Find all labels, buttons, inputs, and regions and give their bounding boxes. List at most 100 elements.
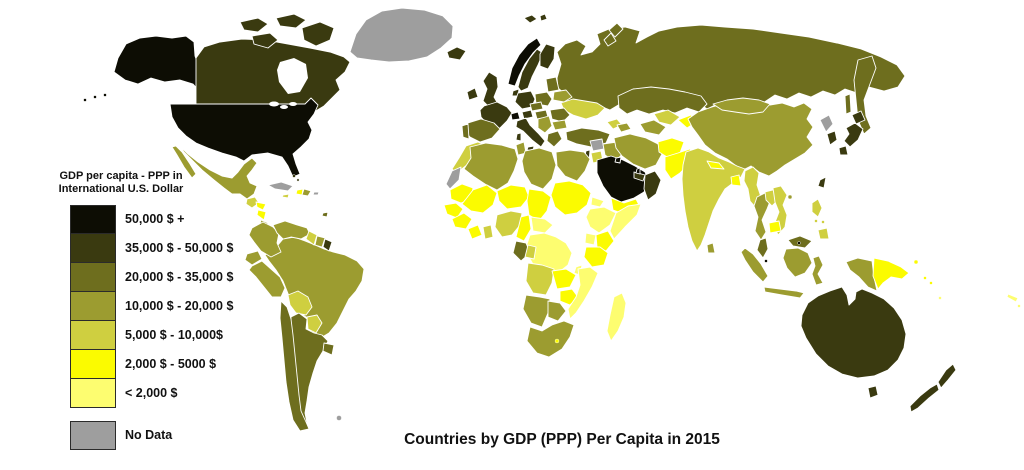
legend-label: 35,000 $ - 50,000 $ [125,241,234,256]
region-solomon-islands [923,276,927,280]
region-eritrea [590,196,605,208]
legend-item: 20,000 $ - 35,000 $ [70,262,234,292]
legend-title-line1: GDP per capita - PPP in [59,170,183,182]
region-japan-hokkaido [851,110,866,125]
region-sudan [550,180,592,216]
region-dominican-republic [301,188,312,197]
legend-title: GDP per capita - PPP in International U.… [58,170,184,196]
region-uk [482,71,499,108]
region-falklands [336,415,342,421]
region-bolivia [287,290,313,316]
region-zambia [551,268,577,290]
region-taiwan [817,176,827,189]
legend-label: 10,000 $ - 20,000 $ [125,299,234,314]
region-switzerland [510,111,521,121]
region-india [681,147,746,252]
region-philippines [821,220,825,224]
region-uzbekistan [653,109,681,126]
region-canada-islands [275,13,307,29]
legend-item: 10,000 $ - 20,000 $ [70,291,234,321]
region-bahamas [292,174,296,178]
region-philippines-mindanao [817,227,830,240]
region-indonesia-papua [845,257,878,292]
legend-swatch-2000-5000 [70,349,116,379]
region-ivory-coast [467,224,483,240]
legend-label: 20,000 $ - 35,000 $ [125,270,234,285]
region-singapore [764,259,768,263]
region-indonesia-sumatra [740,247,769,283]
region-svalbard [523,14,538,24]
region-italy [515,117,546,148]
region-indonesia-sulawesi [811,255,824,286]
region-ghana [482,224,494,240]
region-brazil [264,236,365,340]
legend-label: 5,000 $ - 10,000$ [125,328,223,343]
region-uae [633,171,646,182]
region-philippines [814,219,818,223]
region-bulgaria [551,119,568,131]
legend-item: < 2,000 $ [70,378,233,408]
region-alaska-aleutians [103,93,107,97]
region-bahamas [296,178,300,182]
legend-title-line2: International U.S. Dollar [58,182,184,195]
region-canada-baffin [301,21,335,47]
region-mali [461,184,498,214]
region-mexico [179,145,258,200]
region-ethiopia [585,206,617,234]
region-greenland [349,7,454,63]
region-iran [613,133,663,170]
region-sri-lanka [706,242,716,254]
region-turkmenistan [639,119,667,136]
region-russia-novaya-zemlya [603,32,617,47]
region-north-korea [819,114,834,133]
region-italy-sardinia [515,132,522,142]
legend-item: 50,000 $ + [70,204,233,234]
legend-swatch-35000-50000 [70,233,116,263]
region-congo [524,244,537,260]
region-syria [589,138,605,152]
region-guatemala [245,196,260,209]
region-brunei [797,241,801,245]
region-balkans [537,115,553,134]
region-cuba [267,181,294,192]
legend-item: 5,000 $ - 10,000$ [70,320,233,350]
legend-swatch-10000-20000 [70,291,116,321]
region-nepal [706,160,725,170]
region-qatar [635,167,641,175]
region-solomon-islands [929,281,933,285]
region-senegal [443,202,464,219]
region-lesotho [554,338,560,344]
legend-item: 35,000 $ - 50,000 $ [70,233,234,263]
region-mexico-baja [171,145,197,179]
region-svalbard [539,13,548,22]
region-ecuador [244,250,263,266]
region-kuwait [614,156,622,164]
legend-item-no-data: No Data [70,420,233,450]
region-guyana [305,230,318,246]
region-japan-honshu [843,122,864,148]
region-portugal [461,123,470,140]
region-australia [800,286,907,379]
region-nigeria [494,210,523,238]
region-chile [279,300,310,432]
region-finland [539,43,556,70]
legend: GDP per capita - PPP in International U.… [58,170,233,450]
region-bangladesh [730,174,742,187]
region-romania [549,107,571,123]
region-pacific-islands [1017,304,1021,308]
map-title: Countries by GDP (PPP) Per Capita in 201… [404,431,720,448]
great-lakes [289,102,297,106]
region-kazakhstan [617,86,708,115]
region-cambodia [768,220,782,234]
region-alaska-aleutians [93,95,97,99]
region-baltic-states [545,76,560,93]
region-uganda [584,232,597,246]
legend-swatch-under-2000 [70,378,116,408]
region-south-africa [526,320,575,358]
region-norway [507,37,542,87]
region-indonesia-kalimantan [782,247,813,278]
region-ukraine [560,98,606,120]
region-botswana [547,300,567,322]
legend-swatch-20000-35000 [70,262,116,292]
